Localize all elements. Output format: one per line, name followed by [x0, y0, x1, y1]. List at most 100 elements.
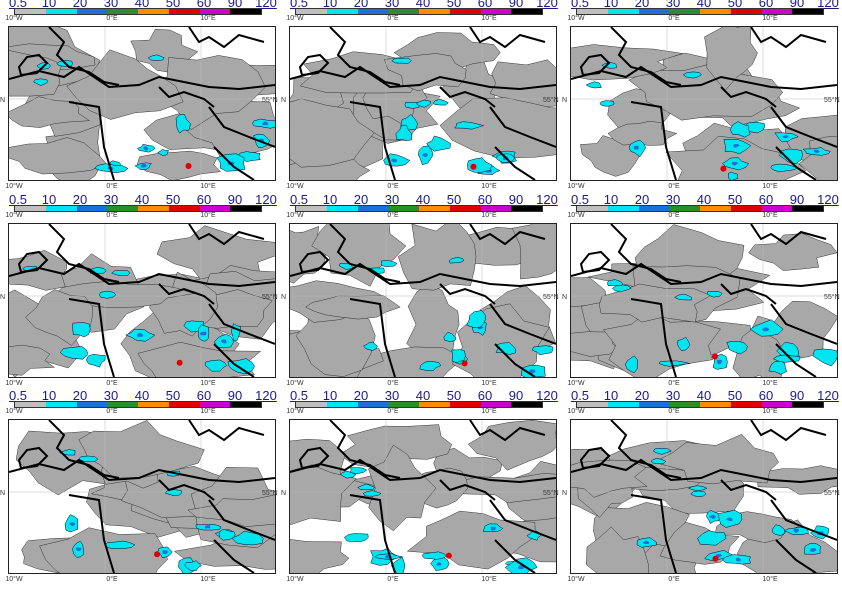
- lon-label-0e: 0°E: [106, 212, 118, 219]
- lon-label-10w: 10°W: [567, 408, 585, 415]
- colorbar-tick-label: 30: [665, 0, 681, 10]
- colorbar-swatch: [419, 402, 450, 407]
- lon-label-10e: 10°E: [481, 15, 497, 22]
- colorbar-swatch: [730, 9, 762, 14]
- bottom-lon-axis: 10°W 0°E 10°E: [567, 183, 838, 193]
- lat-label-left: N: [0, 97, 6, 104]
- top-lon-axis: 10°W 0°E 10°E: [286, 408, 557, 418]
- colorbar-swatch: [230, 402, 261, 407]
- lon-label-10e: 10°E: [200, 183, 216, 190]
- colorbar-tick-label: 10: [603, 192, 619, 207]
- colorbar-swatch: [45, 402, 77, 407]
- colorbar: [295, 8, 543, 15]
- colorbar-tick-label: 40: [415, 0, 431, 10]
- bottom-lon-axis: 10°W 0°E 10°E: [5, 380, 276, 390]
- colorbar-swatch: [511, 402, 542, 407]
- colorbar-tick-label: 40: [696, 192, 712, 207]
- colorbar-swatch: [15, 206, 46, 211]
- colorbar-swatch: [669, 402, 700, 407]
- colorbar-tick-label: 0.5: [8, 0, 28, 10]
- graticule: [9, 420, 275, 573]
- colorbar-tick-label: 30: [384, 388, 400, 403]
- lon-label-10e: 10°E: [200, 576, 216, 583]
- top-lon-axis: 10°W 0°E 10°E: [5, 15, 276, 25]
- colorbar-tick-label: 50: [165, 192, 181, 207]
- precip-light-area: [9, 225, 275, 377]
- colorbar-tick-label: 60: [758, 388, 774, 403]
- lon-label-10e: 10°E: [481, 380, 497, 387]
- colorbar-swatch: [577, 9, 608, 14]
- colorbar-swatch: [480, 206, 512, 211]
- precip-heavy-cells: [607, 279, 837, 375]
- colorbar-tick-label: 50: [165, 0, 181, 10]
- precip-field: [9, 420, 275, 573]
- lon-label-10w: 10°W: [567, 576, 585, 583]
- colorbar-tick-label: 10: [41, 388, 57, 403]
- coastlines: [9, 420, 275, 573]
- precip-map: [289, 26, 557, 181]
- coastlines: [290, 224, 556, 377]
- colorbar-swatch: [76, 206, 108, 211]
- map-panel-6: 0.5 10 20 30 40 50 60 90 120 10°W 0°E 10°E 10°W …: [562, 193, 842, 393]
- lon-label-0e: 0°E: [668, 15, 680, 22]
- lon-label-10e: 10°E: [762, 408, 778, 415]
- precip-light-area: [15, 420, 275, 573]
- precip-light-area: [571, 434, 837, 573]
- precip-field: [290, 420, 556, 573]
- colorbar-tick-label: 20: [353, 192, 369, 207]
- colorbar-tick-label: 50: [727, 0, 743, 10]
- colorbar-swatch: [168, 402, 200, 407]
- colorbar-swatch: [199, 9, 231, 14]
- colorbar-swatch: [76, 9, 108, 14]
- lat-label-right: 55°N: [262, 294, 278, 301]
- colorbar-tick-label: 40: [415, 388, 431, 403]
- colorbar-swatch: [730, 206, 762, 211]
- map-panel-4: 0.5 10 20 30 40 50 60 90 120 10°W 0°E 10°E 10°W …: [0, 193, 280, 393]
- colorbar-tick-label: 90: [789, 192, 805, 207]
- precip-map: [570, 419, 838, 574]
- colorbar: [576, 401, 824, 408]
- colorbar-tick-label: 40: [696, 388, 712, 403]
- map-panel-2: 0.5 10 20 30 40 50 60 90 120 10°W 0°E 10°E 10°W …: [281, 0, 561, 196]
- lat-label-left: N: [562, 97, 568, 104]
- top-lon-axis: 10°W 0°E 10°E: [5, 212, 276, 222]
- lat-label-right: 55°N: [824, 490, 840, 497]
- lon-label-0e: 0°E: [106, 15, 118, 22]
- top-lon-axis: 10°W 0°E 10°E: [286, 15, 557, 25]
- colorbar-tick-label: 10: [603, 0, 619, 10]
- colorbar-tick-label: 40: [134, 388, 150, 403]
- map-panel-9: 0.5 10 20 30 40 50 60 90 120 10°W 0°E 10°E 10°W …: [562, 389, 842, 589]
- colorbar-tick-label: 50: [727, 388, 743, 403]
- lat-label-left: N: [0, 490, 6, 497]
- colorbar-swatch: [326, 206, 358, 211]
- graticule: [9, 27, 275, 180]
- colorbar-tick-label: 120: [536, 192, 558, 207]
- colorbar-tick-label: 10: [603, 388, 619, 403]
- colorbar-tick-label: 120: [536, 388, 558, 403]
- lat-label-right: 55°N: [543, 97, 559, 104]
- lat-label-right: 55°N: [824, 294, 840, 301]
- colorbar-swatch: [357, 206, 389, 211]
- coastlines: [9, 27, 275, 180]
- lat-label-right: 55°N: [262, 97, 278, 104]
- colorbar-tick-label: 30: [103, 388, 119, 403]
- precip-light-area: [9, 27, 275, 180]
- colorbar-swatch: [107, 206, 138, 211]
- colorbar-tick-label: 120: [255, 0, 277, 10]
- colorbar-tick-label: 60: [196, 388, 212, 403]
- precip-map: [8, 223, 276, 378]
- colorbar-tick-label: 60: [196, 192, 212, 207]
- lat-label-left: N: [281, 490, 287, 497]
- lon-label-10e: 10°E: [200, 408, 216, 415]
- colorbar-tick-label: 20: [634, 192, 650, 207]
- colorbar: [576, 8, 824, 15]
- lon-label-10w: 10°W: [567, 212, 585, 219]
- precip-map: [8, 26, 276, 181]
- lat-label-left: N: [562, 294, 568, 301]
- lon-label-10e: 10°E: [762, 183, 778, 190]
- lon-label-10e: 10°E: [481, 408, 497, 415]
- colorbar-tick-label: 20: [353, 388, 369, 403]
- lon-label-10w: 10°W: [5, 15, 23, 22]
- colorbar-tick-label: 90: [508, 388, 524, 403]
- precip-heavy-cells: [340, 467, 542, 573]
